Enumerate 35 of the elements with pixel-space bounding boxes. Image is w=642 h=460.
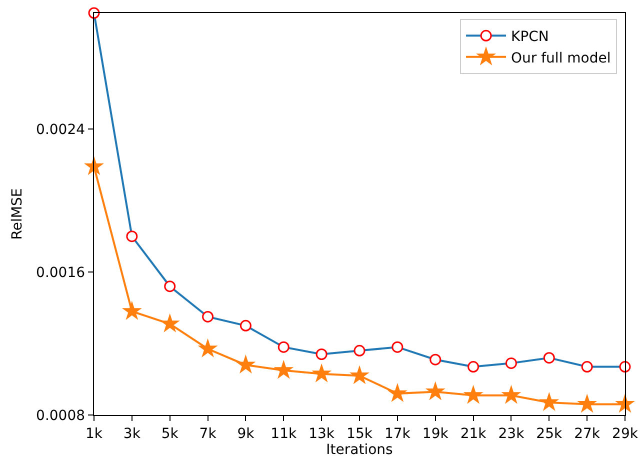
x-tick-label: 3k bbox=[123, 426, 142, 442]
y-tick-label: 0.0016 bbox=[36, 264, 86, 281]
x-tick-label: 13k bbox=[308, 426, 336, 442]
point bbox=[274, 360, 294, 379]
point bbox=[198, 338, 218, 358]
point bbox=[577, 394, 598, 413]
x-tick-label: 23k bbox=[498, 426, 526, 442]
x-tick-label: 15k bbox=[346, 426, 374, 442]
x-tick-label: 29k bbox=[612, 426, 639, 442]
point bbox=[160, 313, 180, 332]
x-axis-title: Iterations bbox=[326, 442, 393, 458]
legend-label: Our full model bbox=[511, 50, 611, 66]
point bbox=[387, 383, 408, 402]
y-tick-label: 0.0008 bbox=[36, 408, 86, 424]
legend-label: KPCN bbox=[511, 29, 549, 46]
x-tick-label: 19k bbox=[422, 426, 450, 442]
x-tick-label: 11k bbox=[270, 426, 298, 442]
y-tick-label: 0.0024 bbox=[36, 122, 86, 138]
x-tick-label: 1k bbox=[85, 426, 104, 442]
x-tick-label: 21k bbox=[460, 426, 488, 442]
point bbox=[501, 384, 522, 404]
x-tick-label: 5k bbox=[161, 426, 180, 442]
x-tick-label: 27k bbox=[574, 426, 601, 442]
point bbox=[312, 363, 332, 382]
point bbox=[122, 300, 142, 320]
x-tick-label: 7k bbox=[199, 426, 218, 442]
point bbox=[539, 392, 560, 411]
y-axis-title: RelMSE bbox=[10, 188, 26, 240]
point bbox=[463, 384, 484, 404]
point bbox=[236, 354, 256, 374]
point bbox=[425, 381, 446, 400]
x-tick-label: 17k bbox=[384, 426, 412, 442]
x-tick-label: 9k bbox=[237, 426, 256, 442]
point bbox=[350, 365, 370, 384]
x-tick-label: 25k bbox=[536, 426, 563, 442]
